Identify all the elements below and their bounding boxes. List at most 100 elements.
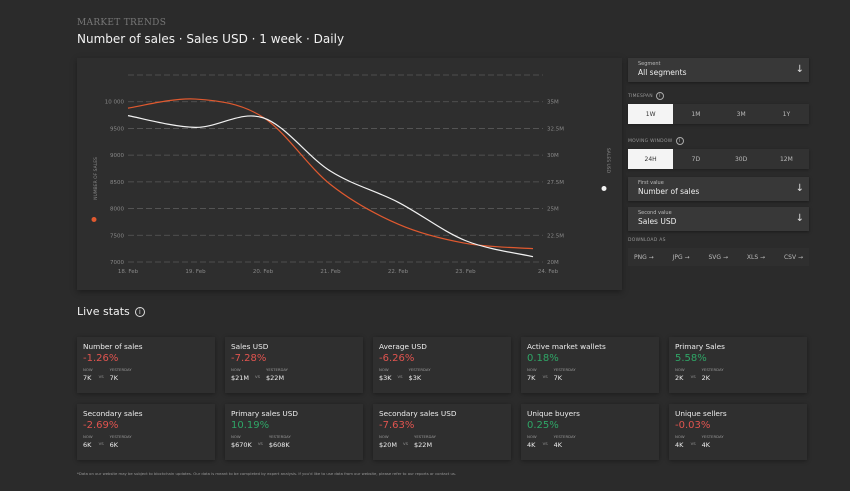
now-label: NOW (527, 434, 537, 439)
arrow-down-icon: ↓ (795, 213, 804, 224)
now-value: $3K (379, 374, 392, 382)
stat-change: -2.69% (83, 420, 119, 431)
moving-window-option[interactable]: 7D (691, 155, 701, 163)
stat-name: Primary Sales (675, 342, 725, 351)
y-right-tick: 30M (547, 153, 559, 159)
download-svg-button[interactable]: SVG → (708, 253, 728, 261)
segment-value: All segments (638, 68, 687, 77)
live-stats-title: Live stats i (77, 305, 145, 318)
timespan-option[interactable]: 1W (628, 104, 674, 124)
y-right-tick: 20M (547, 260, 559, 266)
yesterday-value: $608K (268, 441, 290, 449)
vs-label: VS (690, 374, 696, 379)
y-left-tick: 7500 (110, 233, 124, 239)
y-left-tick: 8500 (110, 180, 124, 186)
timespan-option[interactable]: 3M (736, 110, 746, 118)
y-right-tick: 25M (547, 207, 559, 213)
yesterday-label: YESTERDAY (266, 367, 288, 372)
yesterday-value: 2K (701, 374, 711, 382)
download-jpg-button[interactable]: JPG → (672, 253, 690, 261)
y-left-tick: 7000 (110, 260, 124, 266)
stat-change: -0.03% (675, 420, 711, 431)
now-label: NOW (379, 367, 389, 372)
footer-disclaimer: *Data on our website may be subject to b… (77, 471, 457, 476)
now-value: $21M (231, 374, 250, 382)
vs-label: VS (403, 441, 409, 446)
info-icon[interactable]: i (134, 306, 145, 317)
y-right-tick: 27.5M (547, 180, 564, 186)
now-label: NOW (231, 434, 241, 439)
download-label: DOWNLOAD AS (628, 238, 666, 243)
download-options: PNG → JPG → SVG → XLS → CSV → (628, 248, 809, 266)
x-tick: 20. Feb (253, 269, 274, 275)
second-value-value: Sales USD (638, 217, 677, 226)
series-line-number-of-sales (127, 98, 534, 250)
y-left-tick: 9000 (110, 153, 124, 159)
stat-change: -7.63% (379, 420, 415, 431)
vs-label: VS (690, 441, 696, 446)
now-value: 2K (675, 374, 684, 382)
stat-card: Primary sales USD 10.19% NOW $670K VS YES… (225, 404, 363, 460)
x-tick: 23. Feb (455, 269, 476, 275)
now-value: $20M (379, 441, 398, 449)
now-label: NOW (83, 434, 93, 439)
timespan-option[interactable]: 1M (691, 110, 701, 118)
arrow-down-icon: ↓ (795, 183, 804, 194)
legend-marker-sales-usd (601, 186, 607, 191)
stat-card: Unique sellers -0.03% NOW 4K VS YESTERDAY… (669, 404, 807, 460)
vs-label: VS (397, 374, 403, 379)
yesterday-value: 6K (109, 441, 119, 449)
timespan-toggle: 1W 1M 3M 1Y (628, 104, 809, 124)
moving-window-option[interactable]: 30D (734, 155, 748, 163)
moving-window-option[interactable]: 24H (628, 149, 674, 169)
stat-change: -1.26% (83, 353, 119, 364)
y-right-tick: 22.5M (547, 233, 564, 239)
info-icon[interactable]: i (655, 92, 664, 100)
second-value-select[interactable]: Second value Sales USD ↓ (628, 207, 809, 231)
yesterday-label: YESTERDAY (553, 367, 576, 372)
now-value: 7K (83, 374, 92, 382)
stat-change: -7.28% (231, 353, 267, 364)
yesterday-label: YESTERDAY (408, 367, 431, 372)
yesterday-label: YESTERDAY (109, 367, 132, 372)
timespan-option[interactable]: 1Y (782, 110, 791, 118)
yesterday-value: $3K (408, 374, 422, 382)
second-value-label: Second value (638, 210, 672, 216)
info-icon[interactable]: i (675, 137, 684, 145)
stat-name: Sales USD (231, 342, 269, 351)
first-value-value: Number of sales (638, 187, 700, 196)
first-value-select[interactable]: First value Number of sales ↓ (628, 177, 809, 201)
x-tick: 21. Feb (320, 269, 341, 275)
stat-card: Average USD -6.26% NOW $3K VS YESTERDAY $3… (373, 337, 511, 393)
right-axis-label: SALES USD (605, 148, 611, 174)
now-label: NOW (379, 434, 389, 439)
series-line-sales-usd (127, 115, 534, 258)
yesterday-label: YESTERDAY (553, 434, 576, 439)
stat-card: Unique buyers 0.25% NOW 4K VS YESTERDAY 4K (521, 404, 659, 460)
vs-label: VS (98, 441, 104, 446)
stat-card: Number of sales -1.26% NOW 7K VS YESTERDA… (77, 337, 215, 393)
yesterday-label: YESTERDAY (268, 434, 291, 439)
stat-name: Average USD (379, 342, 427, 351)
left-axis-label: NUMBER OF SALES (93, 157, 99, 200)
stat-name: Active market wallets (527, 342, 606, 351)
stat-change: 0.25% (527, 420, 559, 431)
segment-label: Segment (638, 61, 661, 67)
download-csv-button[interactable]: CSV → (783, 253, 803, 261)
stat-change: 5.58% (675, 353, 707, 364)
yesterday-label: YESTERDAY (414, 434, 436, 439)
page-title: Number of sales · Sales USD · 1 week · D… (77, 32, 345, 46)
moving-window-toggle: 24H 7D 30D 12M (628, 149, 809, 169)
now-value: 6K (83, 441, 92, 449)
right-axis-title: SALES USD (605, 148, 611, 174)
segment-select[interactable]: Segment All segments ↓ (628, 58, 809, 82)
download-xls-button[interactable]: XLS → (746, 253, 766, 261)
download-png-button[interactable]: PNG → (634, 253, 654, 261)
stat-name: Secondary sales USD (379, 409, 457, 418)
moving-window-option[interactable]: 12M (779, 155, 793, 163)
stat-card: Secondary sales USD -7.63% NOW $20M VS YE… (373, 404, 511, 460)
x-tick: 19. Feb (185, 269, 206, 275)
x-tick: 18. Feb (118, 269, 139, 275)
yesterday-label: YESTERDAY (701, 434, 724, 439)
chart-panel: 7000 7500 8000 8500 9000 9500 10 000 20M 22.5M 25… (77, 58, 622, 290)
